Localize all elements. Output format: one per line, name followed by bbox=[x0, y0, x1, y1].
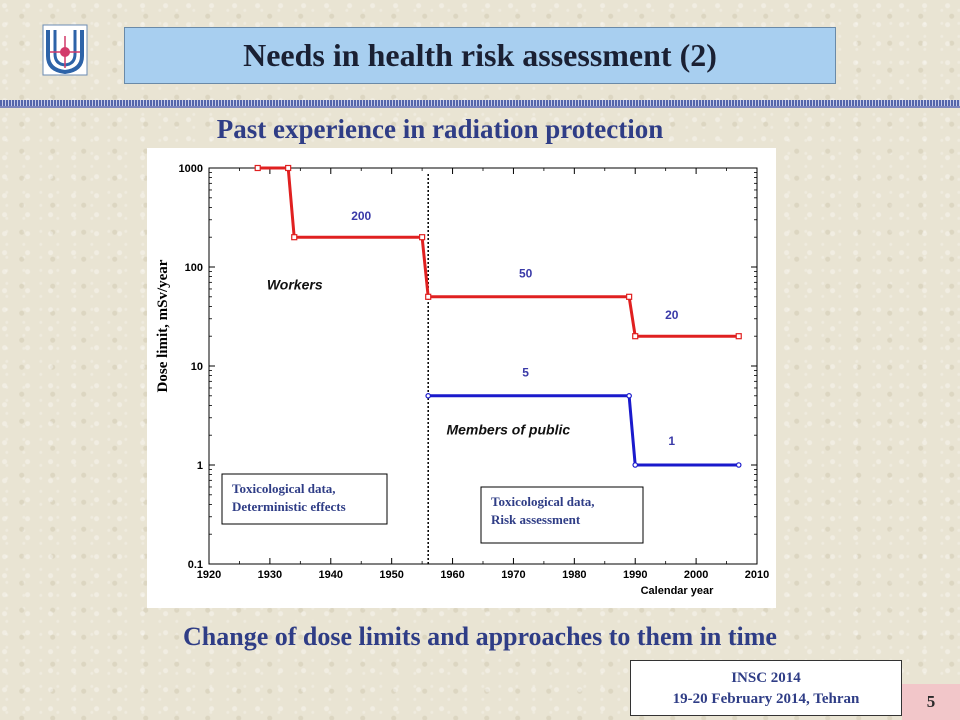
x-axis-label: Calendar year bbox=[641, 585, 714, 597]
data-point bbox=[419, 234, 426, 241]
series-line-public bbox=[428, 394, 739, 467]
slide-title: Needs in health risk assessment (2) bbox=[243, 37, 717, 73]
y-tick-label: 0.1 bbox=[188, 559, 203, 571]
x-tick-label: 1970 bbox=[501, 569, 525, 581]
title-separator bbox=[0, 100, 960, 106]
data-point bbox=[626, 393, 632, 399]
footer-box: INSC 2014 19-20 February 2014, Tehran bbox=[630, 660, 902, 716]
x-tick-label: 1940 bbox=[319, 569, 343, 581]
y-tick-label: 1 bbox=[197, 460, 203, 472]
x-tick-label: 1930 bbox=[258, 569, 282, 581]
x-tick-label: 1950 bbox=[379, 569, 403, 581]
annotation-text: Toxicological data, bbox=[232, 481, 336, 496]
x-tick-label: 1980 bbox=[562, 569, 586, 581]
x-tick-label: 1990 bbox=[623, 569, 647, 581]
data-point bbox=[425, 293, 432, 300]
title-box: Needs in health risk assessment (2) bbox=[124, 27, 836, 84]
y-tick-label: 100 bbox=[185, 262, 203, 274]
series-line-workers bbox=[257, 166, 739, 338]
organization-logo bbox=[40, 22, 90, 78]
data-point bbox=[626, 293, 633, 300]
x-tick-label: 2000 bbox=[684, 569, 708, 581]
data-point bbox=[254, 164, 261, 172]
annotation-box bbox=[221, 473, 388, 525]
value-label: 200 bbox=[351, 209, 371, 223]
chart-panel: 0.1 1 10 100 1000 1920 1930 1940 1950 1960 1970 198… bbox=[147, 148, 776, 608]
x-tick-label: 2010 bbox=[745, 569, 769, 581]
data-point bbox=[735, 462, 742, 468]
y-tick-label: 10 bbox=[191, 361, 203, 373]
annotation-text: Deterministic effects bbox=[232, 499, 346, 514]
series-label-public: Members of public bbox=[446, 422, 570, 438]
slide-subtitle: Past experience in radiation protection bbox=[216, 114, 664, 144]
annotation-text: Toxicological data, bbox=[491, 494, 595, 509]
data-point bbox=[632, 333, 639, 340]
dose-limit-chart: 0.1 1 10 100 1000 1920 1930 1940 1950 1960 1970 198… bbox=[155, 163, 769, 597]
title-separator-line bbox=[0, 106, 960, 108]
series-label-workers: Workers bbox=[267, 276, 323, 292]
data-point bbox=[425, 393, 432, 399]
y-tick-label: 1000 bbox=[179, 163, 203, 175]
value-label: 1 bbox=[668, 434, 675, 448]
slide-caption: Change of dose limits and approaches to … bbox=[183, 622, 777, 651]
page-number: 5 bbox=[902, 684, 960, 720]
data-point bbox=[632, 462, 639, 468]
data-point bbox=[735, 333, 742, 340]
value-label: 5 bbox=[522, 366, 529, 380]
y-axis-label: Dose limit, mSv/year bbox=[155, 259, 171, 392]
data-point bbox=[291, 234, 298, 241]
footer-date-location: 19-20 February 2014, Tehran bbox=[672, 691, 860, 707]
annotation-text: Risk assessment bbox=[491, 512, 581, 527]
value-label: 20 bbox=[665, 308, 679, 322]
data-point bbox=[285, 164, 292, 172]
footer-conference: INSC 2014 bbox=[731, 670, 801, 686]
value-label: 50 bbox=[519, 267, 533, 281]
annotation-box bbox=[480, 486, 644, 544]
x-tick-label: 1960 bbox=[440, 569, 464, 581]
x-tick-label: 1920 bbox=[197, 569, 221, 581]
